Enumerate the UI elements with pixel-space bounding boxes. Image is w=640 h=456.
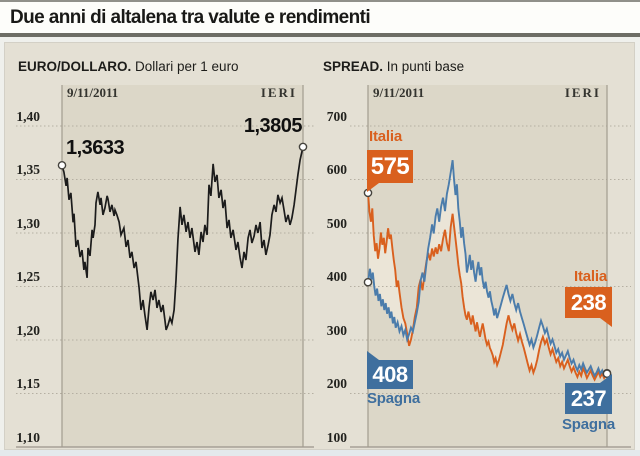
left-chart-title: EURO/DOLLARO. Dollari per 1 euro [18, 59, 239, 74]
y-tick-700: 700 [326, 108, 347, 124]
y-tick-1,30: 1,30 [16, 215, 40, 231]
right-chart-title: SPREAD. In punti base [323, 59, 464, 74]
left-chart-subtitle: Dollari per 1 euro [135, 59, 239, 74]
italia-start-callout-tail [367, 183, 379, 192]
right-end-date-label: IERI [564, 85, 601, 100]
left-end-date-label: IERI [260, 85, 297, 100]
y-tick-1,20: 1,20 [16, 322, 40, 338]
italia-start-value-box: 575 [367, 150, 413, 183]
page-title: Due anni di altalena tra valute e rendim… [10, 7, 371, 28]
spagna-end-value-box: 237 [565, 383, 612, 414]
spagna-end-callout-tail [600, 374, 612, 383]
euro-end-value: 1,3805 [243, 115, 303, 137]
right-chart-subtitle: In punti base [386, 59, 465, 74]
y-tick-1,25: 1,25 [16, 269, 40, 284]
italia-start-label: Italia [369, 128, 402, 145]
y-tick-1,10: 1,10 [16, 429, 40, 445]
italia-end-callout-tail [600, 318, 612, 327]
euro-start-value: 1,3633 [66, 137, 125, 159]
y-tick-300: 300 [326, 322, 347, 338]
spagna-end-label: Spagna [562, 416, 615, 433]
italia-end-label: Italia [574, 268, 607, 285]
spagna-start-callout-tail [367, 351, 379, 360]
y-tick-200: 200 [326, 376, 347, 391]
bottom-strip [0, 450, 640, 456]
y-tick-500: 500 [326, 215, 347, 231]
y-tick-600: 600 [326, 162, 347, 177]
left-start-date-label: 9/11/2011 [67, 85, 119, 100]
left-chart-title-bold: EURO/DOLLARO. [18, 59, 132, 74]
spagna-start-value-box: 408 [367, 360, 413, 389]
y-tick-1,40: 1,40 [16, 108, 40, 124]
y-tick-1,15: 1,15 [16, 376, 40, 391]
headline-rule [0, 33, 640, 37]
spagna-start-label: Spagna [367, 390, 420, 407]
italia-end-value-box: 238 [565, 287, 612, 318]
right-chart-title-bold: SPREAD. [323, 59, 384, 74]
right-start-date-label: 9/11/2011 [373, 85, 425, 100]
y-tick-400: 400 [326, 269, 347, 284]
title-band [0, 2, 640, 33]
top-border-line [0, 0, 640, 2]
y-tick-1,35: 1,35 [16, 162, 40, 177]
y-tick-100: 100 [326, 429, 347, 445]
